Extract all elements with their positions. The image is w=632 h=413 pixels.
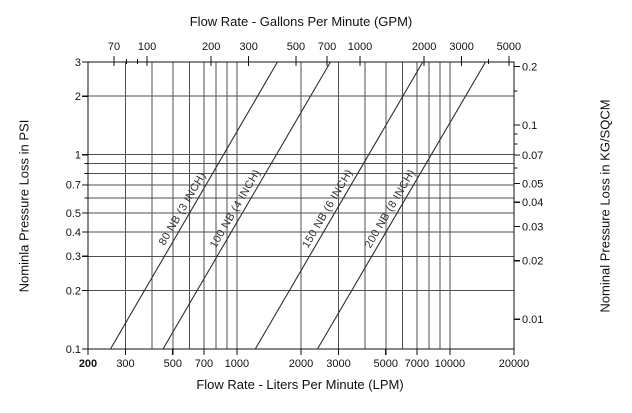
left-axis-tick-label: 0.3 [66,251,81,263]
bottom-axis-tick-label: 200 [79,358,97,370]
pipe-size-line [254,61,424,350]
left-axis-tick-label: 1 [75,150,81,162]
right-axis-tick-label: 0.07 [522,150,543,162]
top-axis-tick-label: 500 [287,41,305,53]
pipe-size-line-label: 150 NB (6 INCH) [300,167,355,250]
right-axis-title: Nominal Pressure Loss in KG/SQCM [598,99,613,312]
bottom-axis-title: Flow Rate - Liters Per Minute (LPM) [196,377,403,392]
right-axis-tick-label: 0.02 [522,256,543,268]
top-axis-tick-label: 2000 [412,41,436,53]
right-axis-tick-label: 0.2 [522,61,537,73]
right-axis-tick-label: 0.04 [522,197,543,209]
top-axis-tick-label: 700 [318,41,336,53]
top-axis-tick-label: 5000 [497,41,521,53]
bottom-axis-tick-label: 10000 [435,358,466,370]
bottom-axis-tick-label: 500 [164,358,182,370]
top-axis-tick-label: 300 [239,41,257,53]
left-axis-tick-label: 0.7 [66,180,81,192]
top-axis-tick-label: 70 [108,41,120,53]
right-axis-tick-label: 0.1 [522,120,537,132]
bottom-axis-tick-label: 3000 [326,358,350,370]
top-axis-title: Flow Rate - Gallons Per Minute (GPM) [190,14,413,29]
pipe-size-line [162,61,331,350]
tick-label-layer: 70 100 200 300 500 700 1000 2000 3000 5000 200 300 5… [66,41,544,370]
pipe-size-line-label: 200 NB (8 INCH) [363,167,418,250]
pipe-size-line-label: 80 NB (3 INCH) [157,170,209,247]
left-axis-tick-label: 2 [75,91,81,103]
top-axis-tick-label: 100 [138,41,156,53]
bottom-axis-tick-label: 7000 [405,358,429,370]
right-axis-tick-label: 0.05 [522,178,543,190]
top-axis-tick-label: 3000 [449,41,473,53]
left-axis-tick-label: 0.1 [66,344,81,356]
left-axis-tick-label: 3 [75,57,81,69]
grid-layer [88,62,514,349]
left-axis-tick-label: 0.2 [66,285,81,297]
pipe-size-line [317,61,486,350]
bottom-axis-tick-label: 20000 [499,358,530,370]
right-axis-tick-label: 0.03 [522,221,543,233]
tick-layer [82,56,520,355]
bottom-axis-tick-label: 5000 [374,358,398,370]
left-axis-tick-label: 0.5 [66,208,81,220]
pipe-size-line [109,61,278,350]
left-axis-title: Nominla Pressure Loss in PSI [17,120,32,293]
bottom-axis-tick-label: 700 [195,358,213,370]
top-axis-tick-label: 1000 [348,41,372,53]
right-axis-tick-label: 0.01 [522,314,543,326]
bottom-axis-tick-label: 2000 [289,358,313,370]
left-axis-tick-label: 0.4 [66,227,81,239]
top-axis-tick-label: 200 [202,41,220,53]
bottom-axis-tick-label: 300 [116,358,134,370]
bottom-axis-tick-label: 1000 [225,358,249,370]
